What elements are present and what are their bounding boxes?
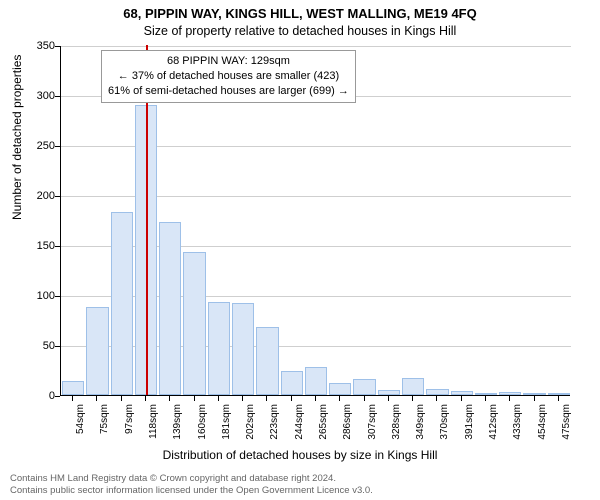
xtick-mark bbox=[266, 396, 267, 401]
ytick-mark bbox=[55, 296, 60, 297]
xtick-label: 54sqm bbox=[75, 404, 86, 449]
histogram-bar bbox=[232, 303, 254, 395]
histogram-bar bbox=[111, 212, 133, 395]
ytick-label: 350 bbox=[15, 40, 55, 52]
xtick-mark bbox=[436, 396, 437, 401]
histogram-bar bbox=[451, 391, 473, 395]
annotation-line: 61% of semi-detached houses are larger (… bbox=[108, 84, 349, 99]
xtick-mark bbox=[242, 396, 243, 401]
xtick-label: 454sqm bbox=[537, 404, 548, 449]
xtick-label: 433sqm bbox=[512, 404, 523, 449]
xtick-mark bbox=[485, 396, 486, 401]
histogram-bar bbox=[378, 390, 400, 395]
histogram-bar bbox=[183, 252, 205, 395]
xtick-mark bbox=[291, 396, 292, 401]
xtick-mark bbox=[121, 396, 122, 401]
histogram-bar bbox=[426, 389, 448, 395]
xtick-label: 265sqm bbox=[318, 404, 329, 449]
xtick-label: 307sqm bbox=[367, 404, 378, 449]
xtick-mark bbox=[72, 396, 73, 401]
xtick-label: 391sqm bbox=[464, 404, 475, 449]
xtick-mark bbox=[339, 396, 340, 401]
gridline bbox=[61, 46, 571, 47]
xtick-mark bbox=[509, 396, 510, 401]
xtick-label: 286sqm bbox=[342, 404, 353, 449]
histogram-bar bbox=[402, 378, 424, 395]
xtick-label: 160sqm bbox=[197, 404, 208, 449]
footer-line-2: Contains public sector information licen… bbox=[10, 485, 590, 496]
histogram-bar bbox=[499, 392, 521, 395]
xtick-mark bbox=[364, 396, 365, 401]
histogram-bar bbox=[208, 302, 230, 395]
xtick-label: 244sqm bbox=[294, 404, 305, 449]
histogram-bar bbox=[86, 307, 108, 395]
xtick-mark bbox=[388, 396, 389, 401]
xtick-label: 412sqm bbox=[488, 404, 499, 449]
xtick-label: 202sqm bbox=[245, 404, 256, 449]
annotation-line: 68 PIPPIN WAY: 129sqm bbox=[108, 54, 349, 69]
histogram-bar bbox=[159, 222, 181, 395]
ytick-label: 250 bbox=[15, 140, 55, 152]
ytick-label: 150 bbox=[15, 240, 55, 252]
annotation-box: 68 PIPPIN WAY: 129sqm← 37% of detached h… bbox=[101, 50, 356, 103]
xtick-mark bbox=[145, 396, 146, 401]
chart-container: 68, PIPPIN WAY, KINGS HILL, WEST MALLING… bbox=[0, 0, 600, 500]
xtick-label: 223sqm bbox=[269, 404, 280, 449]
ytick-label: 100 bbox=[15, 290, 55, 302]
histogram-bar bbox=[523, 393, 545, 395]
histogram-bar bbox=[329, 383, 351, 395]
ytick-mark bbox=[55, 196, 60, 197]
chart-title: 68, PIPPIN WAY, KINGS HILL, WEST MALLING… bbox=[0, 6, 600, 21]
ytick-label: 0 bbox=[15, 390, 55, 402]
ytick-label: 300 bbox=[15, 90, 55, 102]
xtick-mark bbox=[96, 396, 97, 401]
xtick-label: 328sqm bbox=[391, 404, 402, 449]
x-axis-label: Distribution of detached houses by size … bbox=[0, 448, 600, 462]
xtick-mark bbox=[218, 396, 219, 401]
histogram-bar bbox=[281, 371, 303, 395]
chart-subtitle: Size of property relative to detached ho… bbox=[0, 24, 600, 38]
histogram-bar bbox=[548, 393, 570, 395]
ytick-mark bbox=[55, 96, 60, 97]
ytick-mark bbox=[55, 246, 60, 247]
xtick-label: 97sqm bbox=[124, 404, 135, 449]
xtick-mark bbox=[461, 396, 462, 401]
xtick-label: 118sqm bbox=[148, 404, 159, 449]
histogram-bar bbox=[353, 379, 375, 395]
histogram-bar bbox=[475, 393, 497, 395]
xtick-mark bbox=[534, 396, 535, 401]
ytick-mark bbox=[55, 346, 60, 347]
xtick-mark bbox=[558, 396, 559, 401]
xtick-mark bbox=[194, 396, 195, 401]
ytick-label: 200 bbox=[15, 190, 55, 202]
ytick-mark bbox=[55, 396, 60, 397]
xtick-label: 139sqm bbox=[172, 404, 183, 449]
xtick-label: 370sqm bbox=[439, 404, 450, 449]
xtick-label: 475sqm bbox=[561, 404, 572, 449]
xtick-label: 349sqm bbox=[415, 404, 426, 449]
histogram-bar bbox=[256, 327, 278, 395]
xtick-mark bbox=[412, 396, 413, 401]
ytick-mark bbox=[55, 146, 60, 147]
xtick-label: 181sqm bbox=[221, 404, 232, 449]
footer-line-1: Contains HM Land Registry data © Crown c… bbox=[10, 473, 590, 484]
plot-area: 68 PIPPIN WAY: 129sqm← 37% of detached h… bbox=[60, 46, 570, 396]
histogram-bar bbox=[305, 367, 327, 395]
footer-attribution: Contains HM Land Registry data © Crown c… bbox=[10, 473, 590, 496]
xtick-mark bbox=[169, 396, 170, 401]
xtick-label: 75sqm bbox=[99, 404, 110, 449]
annotation-line: ← 37% of detached houses are smaller (42… bbox=[108, 69, 349, 84]
histogram-bar bbox=[62, 381, 84, 395]
ytick-mark bbox=[55, 46, 60, 47]
xtick-mark bbox=[315, 396, 316, 401]
ytick-label: 50 bbox=[15, 340, 55, 352]
